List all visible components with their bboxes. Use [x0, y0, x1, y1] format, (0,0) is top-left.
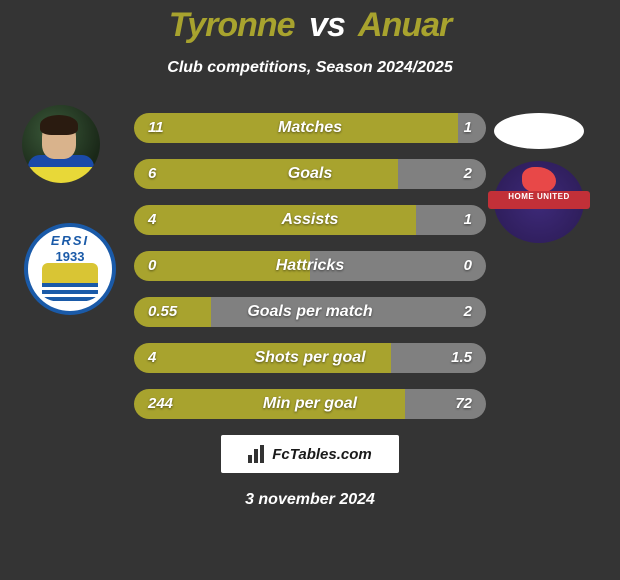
player2-name: Anuar: [358, 6, 451, 44]
fctables-text: FcTables.com: [272, 446, 371, 463]
stat-row: 41.5Shots per goal: [134, 343, 486, 373]
season-subtitle: Club competitions, Season 2024/2025: [0, 59, 620, 77]
stat-label: Shots per goal: [134, 343, 486, 373]
stat-bars-container: 111Matches 62Goals 41Assists 00Hattricks 0.5…: [134, 113, 486, 419]
player1-name: Tyronne: [169, 6, 295, 44]
fctables-icon: [248, 445, 266, 463]
club1-year: 1933: [28, 249, 112, 264]
comparison-date: 3 november 2024: [0, 491, 620, 509]
stat-label: Matches: [134, 113, 486, 143]
stat-row: 24472Min per goal: [134, 389, 486, 419]
club1-name: ERSI: [28, 233, 112, 248]
player2-photo-placeholder: [494, 113, 584, 149]
vs-separator: vs: [309, 6, 345, 44]
stat-label: Goals: [134, 159, 486, 189]
stat-label: Goals per match: [134, 297, 486, 327]
stat-row: 62Goals: [134, 159, 486, 189]
fctables-badge: FcTables.com: [221, 435, 399, 473]
stat-row: 00Hattricks: [134, 251, 486, 281]
player1-photo: [22, 105, 100, 183]
stat-label: Min per goal: [134, 389, 486, 419]
stat-row: 0.552Goals per match: [134, 297, 486, 327]
stat-row: 41Assists: [134, 205, 486, 235]
comparison-content: ERSI 1933 HOME UNITED 111Matches 62Goals 4…: [0, 113, 620, 419]
club2-logo: HOME UNITED: [494, 161, 584, 243]
stat-label: Hattricks: [134, 251, 486, 281]
club1-logo: ERSI 1933: [24, 223, 116, 315]
stat-row: 111Matches: [134, 113, 486, 143]
comparison-title: Tyronne vs Anuar: [0, 0, 620, 45]
stat-label: Assists: [134, 205, 486, 235]
club2-banner-text: HOME UNITED: [494, 192, 584, 201]
